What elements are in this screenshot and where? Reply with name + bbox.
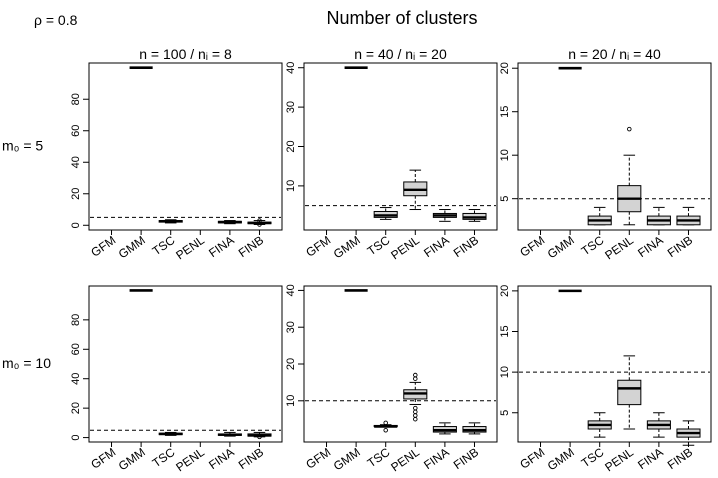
y-tick-label: 60 <box>70 125 82 137</box>
x-tick-label: FINA <box>421 233 451 260</box>
x-tick-label: FINA <box>206 445 236 472</box>
outlier-point <box>413 409 418 415</box>
plot-frame <box>303 62 498 231</box>
figure-title: Number of clusters <box>326 8 477 28</box>
x-tick-label: FINA <box>421 445 451 472</box>
y-tick-label: 10 <box>285 395 297 407</box>
y-tick-label: 20 <box>70 402 82 414</box>
outlier-point <box>413 413 418 418</box>
y-tick-label: 0 <box>70 435 82 441</box>
outlier-point <box>383 427 388 433</box>
x-tick-label: FINA <box>206 233 236 260</box>
row-label: m₀ = 10 <box>2 355 51 371</box>
outlier-point <box>257 434 262 440</box>
x-tick-label: TSC <box>579 445 607 470</box>
x-tick-label: FINB <box>236 445 266 472</box>
panel-title: n = 20 / nᵢ = 40 <box>568 46 661 62</box>
x-tick-label: GMM <box>331 445 363 473</box>
panel-title: n = 40 / nᵢ = 20 <box>354 46 447 62</box>
x-tick-label: GMM <box>331 233 363 261</box>
plot-frame <box>303 285 498 443</box>
x-tick-label: TSC <box>365 445 393 470</box>
plot-frame <box>88 285 283 443</box>
x-tick-label: GFM <box>303 445 333 472</box>
y-tick-label: 10 <box>499 366 511 378</box>
x-tick-label: PENL <box>388 445 422 475</box>
y-tick-label: 80 <box>70 93 82 105</box>
y-tick-label: 30 <box>285 321 297 333</box>
x-tick-label: GFM <box>303 233 333 260</box>
x-tick-label: TSC <box>365 233 393 258</box>
y-tick-label: 40 <box>285 62 297 74</box>
x-tick-label: PENL <box>602 445 636 475</box>
plot-frame <box>88 62 283 231</box>
x-tick-label: FINB <box>451 445 481 472</box>
x-tick-label: FINA <box>635 233 665 260</box>
x-tick-label: FINB <box>451 233 481 260</box>
x-tick-label: FINB <box>665 233 695 260</box>
x-tick-label: GFM <box>88 445 118 472</box>
y-tick-label: 15 <box>499 106 511 118</box>
x-tick-label: FINB <box>665 445 695 472</box>
y-tick-label: 40 <box>70 156 82 168</box>
y-tick-label: 20 <box>285 140 297 152</box>
y-tick-label: 80 <box>70 314 82 326</box>
plot-frame <box>517 285 712 443</box>
x-tick-label: TSC <box>150 233 178 258</box>
x-tick-label: GFM <box>517 233 547 260</box>
figure-corner-label: ρ = 0.8 <box>34 12 78 28</box>
outlier-point <box>383 420 388 426</box>
x-tick-label: GFM <box>88 233 118 260</box>
x-tick-label: TSC <box>150 445 178 470</box>
panel-title: n = 100 / nᵢ = 8 <box>139 46 232 62</box>
outlier-point <box>413 416 418 422</box>
y-tick-label: 20 <box>499 62 511 74</box>
y-tick-label: 20 <box>499 285 511 297</box>
outlier-point <box>627 126 632 132</box>
outlier-point <box>257 218 262 223</box>
y-tick-label: 20 <box>70 188 82 200</box>
y-tick-label: 40 <box>70 373 82 385</box>
y-tick-label: 5 <box>499 196 511 202</box>
x-tick-label: GMM <box>545 445 577 473</box>
x-tick-label: GMM <box>116 445 148 473</box>
y-tick-label: 10 <box>285 180 297 192</box>
y-tick-label: 10 <box>499 149 511 161</box>
y-tick-label: 5 <box>499 410 511 416</box>
x-tick-label: PENL <box>173 445 207 475</box>
y-tick-label: 40 <box>285 284 297 296</box>
y-tick-label: 20 <box>285 358 297 370</box>
y-tick-label: 0 <box>70 222 82 228</box>
outlier-point <box>413 376 418 381</box>
x-tick-label: GFM <box>517 445 547 472</box>
row-label: m₀ = 5 <box>2 138 43 154</box>
x-tick-label: TSC <box>579 233 607 258</box>
x-tick-label: FINB <box>236 233 266 260</box>
x-tick-label: GMM <box>545 233 577 261</box>
x-tick-label: FINA <box>635 445 665 472</box>
x-tick-label: PENL <box>602 233 636 263</box>
outlier-point <box>413 405 418 411</box>
box-body <box>617 379 642 406</box>
y-tick-label: 30 <box>285 101 297 113</box>
y-tick-label: 15 <box>499 325 511 337</box>
x-tick-label: PENL <box>388 233 422 263</box>
y-tick-label: 60 <box>70 343 82 355</box>
x-tick-label: GMM <box>116 233 148 261</box>
outlier-point <box>413 372 418 378</box>
x-tick-label: PENL <box>173 233 207 263</box>
plot-frame <box>517 62 712 231</box>
